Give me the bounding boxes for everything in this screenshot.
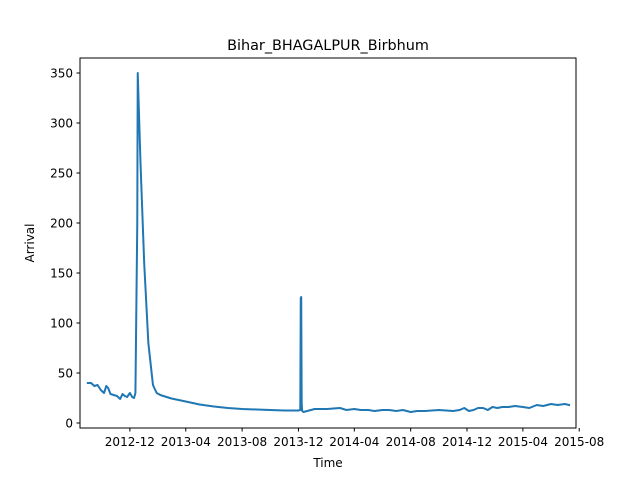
- y-tick-label: 200: [50, 217, 73, 231]
- y-axis-ticks: 0 50 100 150 200 250 300 350: [50, 67, 80, 431]
- y-tick-label: 0: [65, 417, 73, 431]
- x-axis-label: Time: [312, 456, 342, 470]
- x-tick-label: 2014-12: [442, 435, 492, 449]
- x-tick-label: 2015-08: [554, 435, 604, 449]
- plot-area: [80, 58, 576, 428]
- x-tick-label: 2013-12: [273, 435, 323, 449]
- x-tick-label: 2013-04: [161, 435, 211, 449]
- y-axis-label: Arrival: [23, 224, 37, 263]
- y-tick-label: 150: [50, 267, 73, 281]
- x-axis-ticks: 2012-12 2013-04 2013-08 2013-12 2014-04 2014-…: [105, 428, 604, 449]
- x-tick-label: 2015-04: [498, 435, 548, 449]
- y-tick-label: 300: [50, 117, 73, 131]
- x-tick-label: 2014-08: [386, 435, 436, 449]
- y-tick-label: 250: [50, 167, 73, 181]
- y-tick-label: 50: [58, 367, 73, 381]
- chart-title: Bihar_BHAGALPUR_Birbhum: [227, 38, 429, 54]
- x-tick-label: 2014-04: [329, 435, 379, 449]
- series-line: [86, 72, 571, 413]
- y-tick-label: 100: [50, 317, 73, 331]
- plot-frame: [79, 57, 577, 429]
- x-tick-label: 2013-08: [217, 435, 267, 449]
- y-tick-label: 350: [50, 67, 73, 81]
- x-tick-label: 2012-12: [105, 435, 155, 449]
